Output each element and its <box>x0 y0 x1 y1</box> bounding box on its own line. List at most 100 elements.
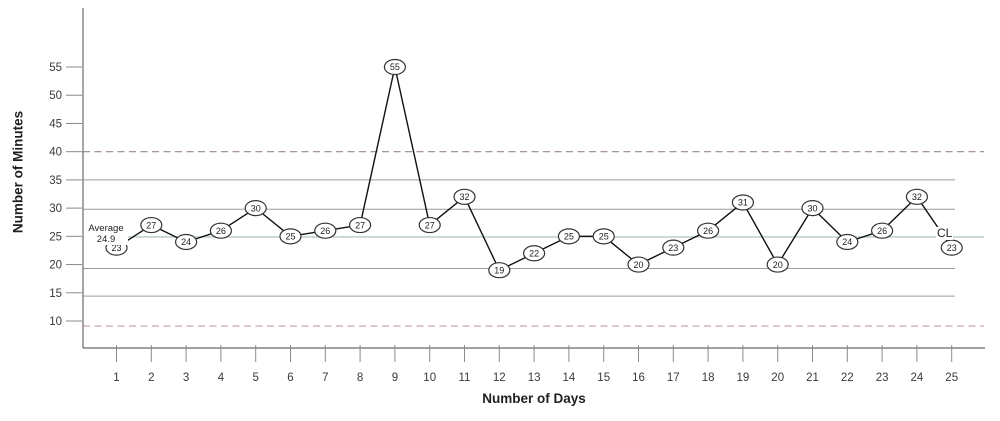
data-point: 27 <box>418 216 441 234</box>
average-label: Average <box>88 223 124 234</box>
data-point-circle <box>905 188 929 205</box>
average-annotation: Average 24.9 <box>84 223 128 245</box>
x-tick-label: 22 <box>841 372 854 384</box>
data-point-circle <box>418 216 441 234</box>
x-tick-label: 6 <box>287 372 293 384</box>
x-tick-label: 5 <box>252 372 258 384</box>
data-point: 20 <box>766 256 789 273</box>
x-tick-label: 9 <box>392 372 398 384</box>
data-point-label: 20 <box>773 260 783 270</box>
data-point-markers: 23 27 24 26 30 25 26 27 55 27 32 19 22 25 25 20 23 26 31 20… <box>105 58 963 279</box>
data-point-label: 26 <box>877 226 887 236</box>
data-point-label: 20 <box>633 260 643 270</box>
x-axis-ticks: 1 2 3 4 5 6 7 8 9 10 11 12 13 14 15 16 17 18 19 20 21 22 23 24 2… <box>113 345 958 384</box>
data-point-circle <box>453 188 476 205</box>
x-tick-label: 18 <box>702 372 715 384</box>
data-point-label: 27 <box>425 220 435 230</box>
data-point-label: 25 <box>564 232 574 242</box>
x-tick-label: 4 <box>218 372 225 384</box>
data-point-circle <box>801 200 824 217</box>
data-point-circle <box>140 216 163 234</box>
data-point: 30 <box>801 200 824 217</box>
data-point: 23 <box>662 239 685 256</box>
x-tick-label: 11 <box>459 372 471 384</box>
data-point: 19 <box>488 262 511 279</box>
data-point-circle <box>349 216 372 234</box>
x-tick-label: 15 <box>597 372 610 384</box>
data-point-circle <box>870 222 894 239</box>
data-point: 25 <box>557 228 581 245</box>
data-point-circle <box>279 228 302 245</box>
data-point: 23 <box>940 239 963 256</box>
x-tick-label: 21 <box>806 372 819 384</box>
y-tick-label: 55 <box>49 62 62 74</box>
x-tick-label: 7 <box>322 372 328 384</box>
data-point-circle <box>696 222 720 239</box>
y-tick-label: 10 <box>49 316 62 328</box>
data-point-label: 31 <box>738 198 748 208</box>
x-tick-label: 24 <box>911 372 924 384</box>
y-tick-label: 35 <box>49 175 62 187</box>
data-point-label: 24 <box>181 237 191 247</box>
x-tick-label: 10 <box>423 372 436 384</box>
center-line-label: CL <box>936 226 954 240</box>
data-point: 30 <box>244 200 267 217</box>
y-tick-label: 45 <box>49 118 62 130</box>
data-point: 55 <box>383 58 406 76</box>
y-tick-label: 30 <box>49 203 62 215</box>
y-tick-label: 25 <box>49 231 62 243</box>
data-point-circle <box>766 256 789 273</box>
data-point-circle <box>836 233 859 251</box>
data-point-circle <box>940 239 963 256</box>
data-point: 27 <box>140 216 163 234</box>
x-tick-label: 8 <box>357 372 363 384</box>
data-point-label: 23 <box>668 243 678 253</box>
data-point: 24 <box>836 233 859 251</box>
x-tick-label: 2 <box>148 372 154 384</box>
x-tick-label: 19 <box>737 372 750 384</box>
data-point-label: 22 <box>529 248 539 258</box>
data-point-label: 26 <box>320 226 330 236</box>
x-tick-label: 12 <box>493 372 506 384</box>
data-point-circle <box>488 262 511 279</box>
data-point-circle <box>731 194 755 211</box>
y-tick-label: 15 <box>49 288 62 300</box>
data-point: 32 <box>453 188 476 205</box>
x-tick-label: 13 <box>528 372 541 384</box>
data-point-label: 27 <box>146 220 156 230</box>
data-point-circle <box>175 233 198 251</box>
data-point: 20 <box>627 256 650 273</box>
x-tick-label: 14 <box>563 372 576 384</box>
y-tick-label: 40 <box>49 147 62 159</box>
x-tick-label: 23 <box>876 372 889 384</box>
data-point: 25 <box>279 228 302 245</box>
data-point: 22 <box>522 245 546 262</box>
data-point-label: 32 <box>912 192 922 202</box>
x-tick-label: 20 <box>771 372 784 384</box>
x-tick-label: 17 <box>667 372 680 384</box>
x-tick-label: 25 <box>945 372 958 384</box>
data-point-circle <box>557 228 581 245</box>
data-point-label: 19 <box>494 265 504 275</box>
data-point: 26 <box>209 222 232 239</box>
data-point: 27 <box>349 216 372 234</box>
grid-zone-lines <box>83 179 955 297</box>
data-point: 26 <box>314 222 337 239</box>
x-tick-label: 3 <box>183 372 189 384</box>
x-axis-title: Number of Days <box>482 391 586 406</box>
y-axis-ticks: 10 15 20 25 30 35 40 45 50 55 <box>49 62 82 328</box>
data-point-circle <box>244 200 267 217</box>
average-value: 24.9 <box>96 234 116 245</box>
data-point-circle <box>627 256 650 273</box>
data-point-circle <box>209 222 232 239</box>
y-axis-title: Number of Minutes <box>10 110 26 234</box>
data-point: 31 <box>731 194 755 211</box>
data-point-label: 24 <box>842 237 852 247</box>
y-tick-label: 20 <box>49 260 62 272</box>
data-point-label: 26 <box>703 226 713 236</box>
data-point: 32 <box>905 188 929 205</box>
data-point-label: 26 <box>216 226 226 236</box>
data-point-circle <box>522 245 546 262</box>
